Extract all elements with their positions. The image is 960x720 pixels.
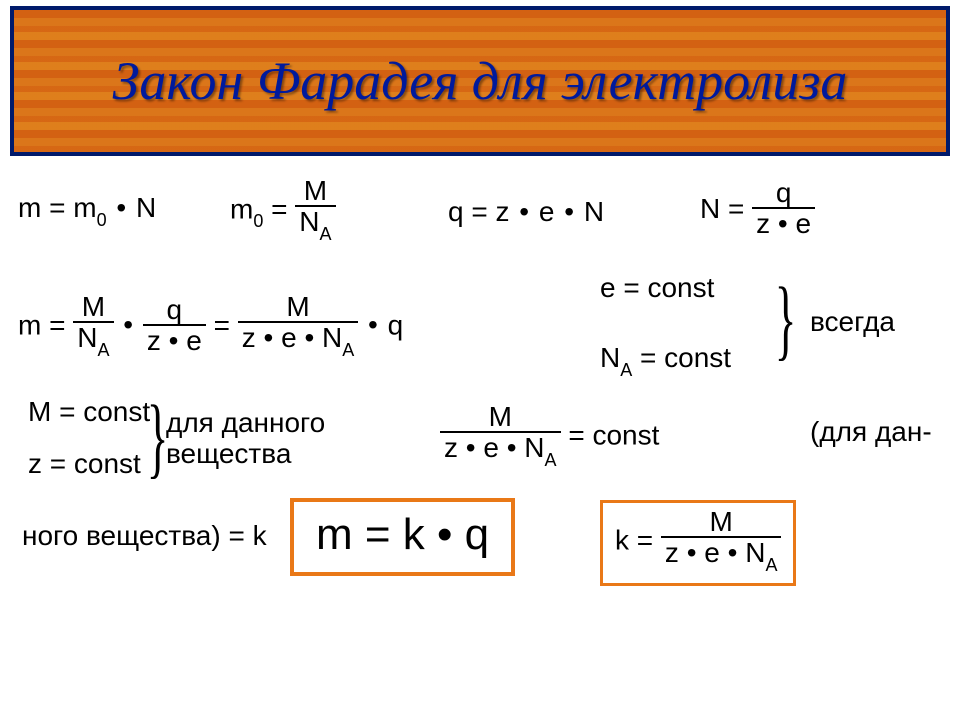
paren-note: (для дан- xyxy=(810,416,932,448)
slide-title: Закон Фарадея для электролиза xyxy=(113,50,848,112)
frac: M z • e • NA xyxy=(440,402,561,468)
frac: q z • e xyxy=(752,178,815,239)
eq-m-m0N: m = m0 • N xyxy=(18,192,156,229)
m-const: M = const xyxy=(28,396,150,428)
eq-q-zeN: q = z • e • N xyxy=(448,196,604,228)
na-const: NA = const xyxy=(600,342,731,379)
brace-icon: } xyxy=(775,268,797,371)
f2: q z • e xyxy=(143,295,206,356)
eq-m-kq-box: m = k • q xyxy=(290,498,515,576)
k-def-box: k = M z • e • NA xyxy=(600,500,796,586)
z-const: z = const xyxy=(28,448,141,480)
den: NA xyxy=(295,205,335,241)
rhs: = const xyxy=(568,419,659,450)
dot: • xyxy=(114,192,128,223)
q: q xyxy=(388,309,404,340)
frac: M z • e • NA xyxy=(661,507,782,573)
k-line: ного вещества) = k xyxy=(22,520,267,552)
e: e xyxy=(539,196,555,227)
f1: M NA xyxy=(73,292,113,358)
equals: = xyxy=(214,309,230,340)
f3: M z • e • NA xyxy=(238,292,359,358)
eqs: = xyxy=(263,193,287,224)
always-label: всегда xyxy=(810,306,895,338)
num: q xyxy=(752,178,815,207)
frac-const: M z • e • NA = const xyxy=(440,404,659,470)
lhs: q = xyxy=(448,196,488,227)
N: N xyxy=(136,192,156,223)
z: z xyxy=(495,196,509,227)
title-bar: Закон Фарадея для электролиза xyxy=(10,6,950,156)
den: z • e xyxy=(752,207,815,238)
frac: M NA xyxy=(295,176,335,242)
m0a: m xyxy=(230,193,253,224)
lhs: m = xyxy=(18,309,65,340)
for-substance: для данного вещества xyxy=(166,408,325,470)
lhs: m = xyxy=(18,192,65,223)
lhs: N = xyxy=(700,193,744,224)
lhs: k = xyxy=(615,524,653,555)
e-const: e = const xyxy=(600,272,714,304)
eq-N-def: N = q z • e xyxy=(700,180,815,241)
m0s: 0 xyxy=(253,211,263,231)
N: N xyxy=(584,196,604,227)
eq-m0-def: m0 = M NA xyxy=(230,178,336,244)
num: M xyxy=(295,176,335,205)
m0-sub: 0 xyxy=(97,210,107,230)
eq-m-long: m = M NA • q z • e = M z • e • NA • q xyxy=(18,294,403,360)
m0: m xyxy=(73,192,96,223)
